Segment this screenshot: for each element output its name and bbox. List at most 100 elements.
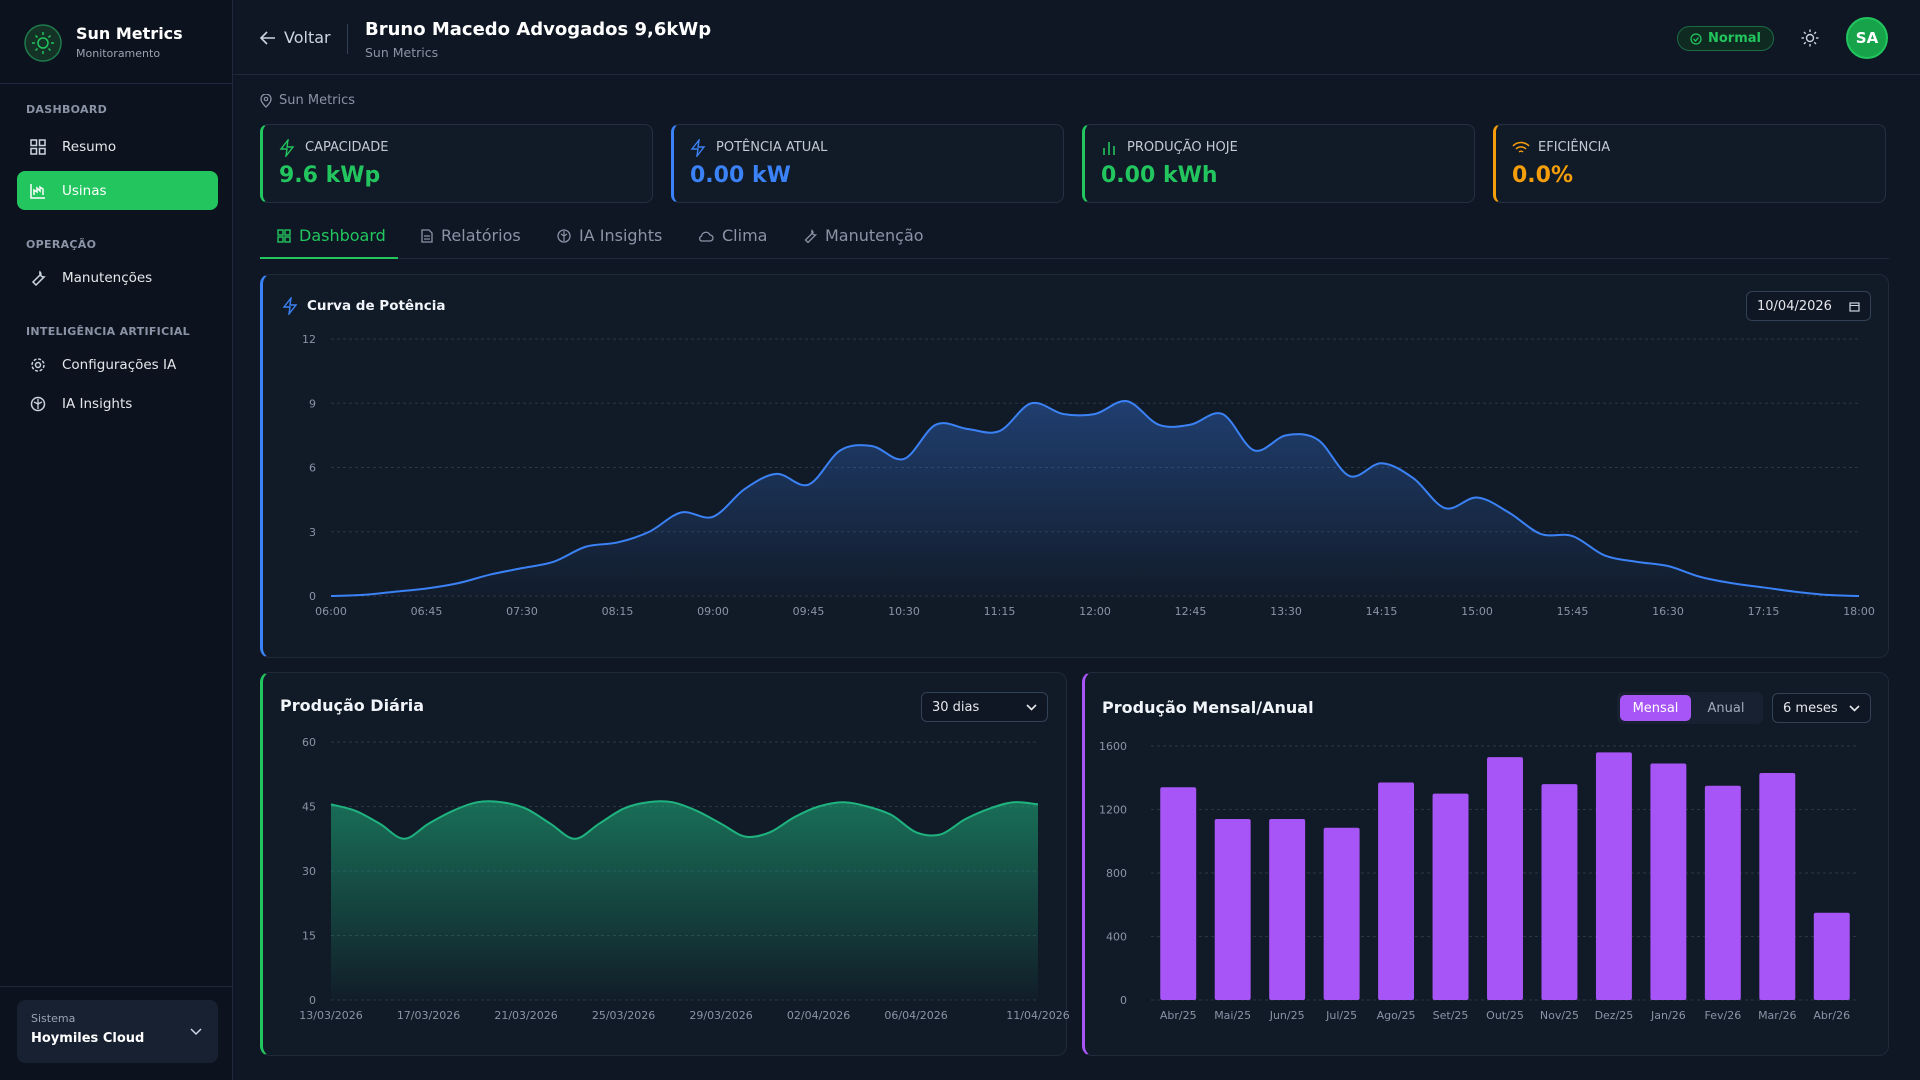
nav-label: Configurações IA	[62, 357, 176, 373]
icon	[30, 139, 46, 155]
power-panel	[260, 274, 1889, 658]
brand-name: Sun Metrics	[76, 24, 183, 43]
header-border	[233, 74, 1920, 75]
tab-label: Dashboard	[299, 226, 386, 245]
tab-indicator	[260, 257, 398, 259]
tab[interactable]: IA Insights	[557, 226, 662, 245]
tab-label: Relatórios	[441, 226, 521, 245]
tab[interactable]: Relatórios	[421, 226, 521, 245]
icon	[277, 229, 291, 243]
icon	[1849, 301, 1860, 312]
stat-label: PRODUÇÃO HOJE	[1127, 140, 1238, 155]
location-label: Sun Metrics	[279, 93, 355, 108]
tab-label: IA Insights	[579, 226, 662, 245]
stat-card: PRODUÇÃO HOJE 0.00 kWh	[1082, 124, 1475, 203]
page-subtitle: Sun Metrics	[365, 45, 438, 60]
range-value: 30 dias	[932, 700, 979, 715]
nav-item[interactable]: IA Insights	[17, 384, 218, 423]
range-select[interactable]: 30 dias	[921, 692, 1048, 722]
months-select[interactable]: 6 meses	[1772, 693, 1871, 723]
date-picker[interactable]: 10/04/2026	[1746, 291, 1871, 321]
icon	[30, 270, 46, 286]
toggle-active[interactable]: Mensal	[1620, 695, 1691, 721]
icon	[282, 297, 298, 315]
tab-label: Manutenção	[825, 226, 924, 245]
panel-header: Curva de Potência	[282, 297, 445, 315]
stat-value: 0.00 kW	[690, 163, 791, 188]
avatar-initials: SA	[1856, 29, 1878, 47]
divider	[347, 24, 348, 54]
tab-active[interactable]: Dashboard	[277, 226, 386, 245]
divider	[0, 83, 232, 84]
chart-title: Produção Mensal/Anual	[1102, 698, 1314, 717]
icon	[690, 139, 706, 157]
section-title: DASHBOARD	[26, 103, 107, 116]
stat-card: POTÊNCIA ATUAL 0.00 kW	[671, 124, 1064, 203]
back-label: Voltar	[284, 28, 331, 47]
months-value: 6 meses	[1783, 701, 1838, 716]
status-badge: Normal	[1677, 26, 1774, 51]
chevron	[1849, 705, 1860, 712]
icon	[30, 396, 46, 412]
toggle-label: Mensal	[1633, 701, 1679, 716]
section-title: OPERAÇÃO	[26, 238, 96, 251]
nav-item[interactable]: Resumo	[17, 127, 218, 166]
stat-card: EFICIÊNCIA 0.0%	[1493, 124, 1886, 203]
icon	[1690, 33, 1702, 45]
stat-label: POTÊNCIA ATUAL	[716, 140, 827, 155]
system-label: Sistema	[31, 1012, 75, 1025]
nav-item-active[interactable]: Usinas	[17, 171, 218, 210]
tab[interactable]: Manutenção	[803, 226, 924, 245]
stat-label: EFICIÊNCIA	[1538, 140, 1610, 155]
location: Sun Metrics	[260, 93, 355, 108]
brand-logo	[24, 24, 62, 62]
nav-item[interactable]: Manutenções	[17, 258, 218, 297]
date-value: 10/04/2026	[1757, 299, 1832, 314]
nav-label: Usinas	[62, 183, 107, 199]
stat-value: 0.0%	[1512, 163, 1573, 188]
icon	[30, 357, 46, 373]
section-title: INTELIGÊNCIA ARTIFICIAL	[26, 325, 190, 338]
system-selector[interactable]: Sistema Hoymiles Cloud	[17, 1000, 218, 1063]
stat-value: 0.00 kWh	[1101, 163, 1218, 188]
status-label: Normal	[1708, 31, 1761, 46]
tab[interactable]: Clima	[698, 226, 767, 245]
icon	[1101, 139, 1117, 157]
icon	[1512, 139, 1530, 157]
chevron	[190, 1028, 202, 1036]
stat-label: CAPACIDADE	[305, 140, 388, 155]
nav-item[interactable]: Configurações IA	[17, 345, 218, 384]
icon	[557, 229, 571, 243]
icon	[260, 94, 272, 108]
system-value: Hoymiles Cloud	[31, 1031, 144, 1046]
icon	[421, 229, 433, 243]
nav-label: IA Insights	[62, 396, 132, 412]
nav-label: Resumo	[62, 139, 116, 155]
page-title: Bruno Macedo Advogados 9,6kWp	[365, 19, 711, 40]
icon	[279, 139, 295, 157]
monthly-panel	[1082, 672, 1889, 1056]
stat-card: CAPACIDADE 9.6 kWp	[260, 124, 653, 203]
brand-subtitle: Monitoramento	[76, 47, 160, 60]
icon	[260, 31, 276, 45]
toggle-option[interactable]: Anual	[1691, 695, 1761, 721]
daily-panel	[260, 672, 1067, 1056]
avatar[interactable]: SA	[1846, 17, 1888, 59]
tabs-border	[260, 258, 1889, 259]
theme-toggle[interactable]	[1801, 29, 1819, 47]
chart-title: Produção Diária	[280, 696, 424, 715]
chart-title: Curva de Potência	[307, 298, 445, 314]
icon	[30, 183, 46, 199]
icon	[803, 229, 817, 243]
chevron	[1026, 704, 1037, 711]
period-toggle: Mensal Anual	[1617, 692, 1763, 724]
divider	[0, 986, 232, 987]
toggle-label: Anual	[1708, 701, 1745, 716]
nav-label: Manutenções	[62, 270, 152, 286]
sidebar: Sun Metrics Monitoramento DASHBOARD Resu…	[0, 0, 233, 1080]
back-button[interactable]: Voltar	[260, 28, 331, 47]
stat-value: 9.6 kWp	[279, 163, 380, 188]
tab-label: Clima	[722, 226, 767, 245]
icon	[698, 230, 714, 242]
